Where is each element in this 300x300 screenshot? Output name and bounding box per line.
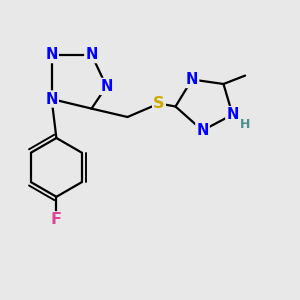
Text: N: N — [45, 47, 58, 62]
Text: N: N — [196, 123, 209, 138]
Text: F: F — [51, 212, 62, 227]
Text: N: N — [45, 92, 58, 106]
Text: S: S — [153, 96, 165, 111]
Text: N: N — [100, 79, 113, 94]
Text: N: N — [186, 72, 198, 87]
Text: N: N — [85, 47, 98, 62]
Text: H: H — [240, 118, 250, 131]
Text: N: N — [226, 107, 239, 122]
